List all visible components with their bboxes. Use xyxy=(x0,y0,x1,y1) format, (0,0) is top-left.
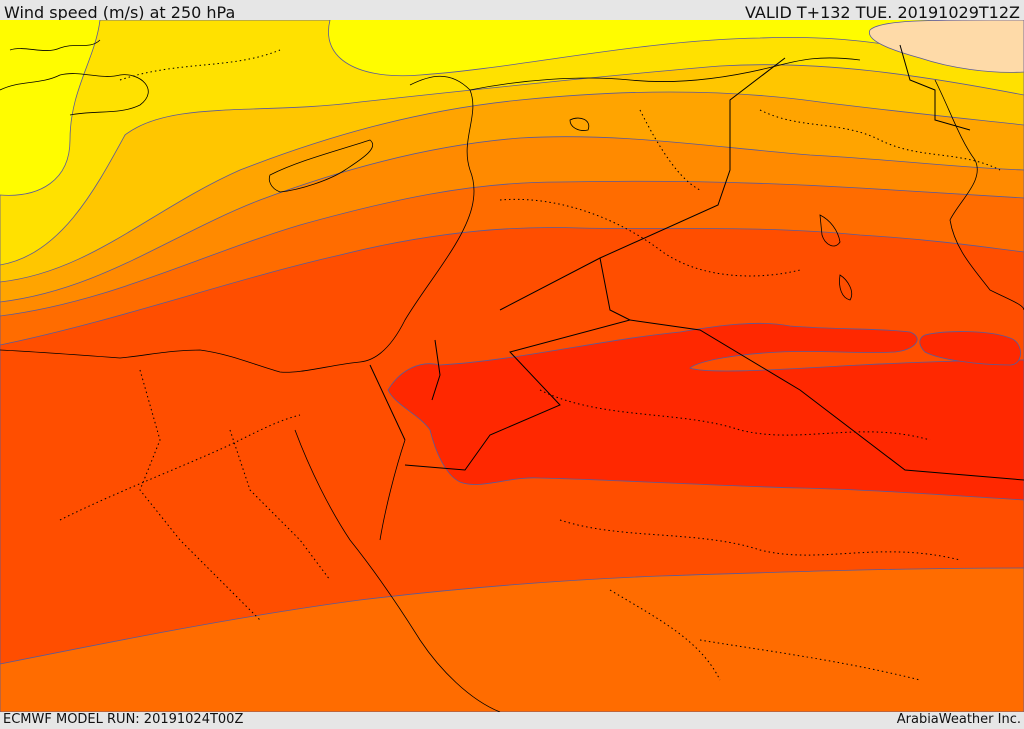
jet-core-region xyxy=(387,322,1024,501)
map-title: Wind speed (m/s) at 250 hPa xyxy=(4,3,236,22)
valid-time: VALID T+132 TUE. 20191029T12Z xyxy=(744,3,1020,22)
wind-speed-map xyxy=(0,20,1024,712)
coastlines xyxy=(0,39,1024,712)
admin-boundaries xyxy=(59,49,1001,681)
political-borders xyxy=(369,44,1024,481)
jet-core-cell xyxy=(919,331,1021,366)
low-wind-patch xyxy=(869,20,1024,73)
credit-label: ArabiaWeather Inc. xyxy=(896,712,1021,727)
model-run-label: ECMWF MODEL RUN: 20191024T00Z xyxy=(3,712,244,727)
